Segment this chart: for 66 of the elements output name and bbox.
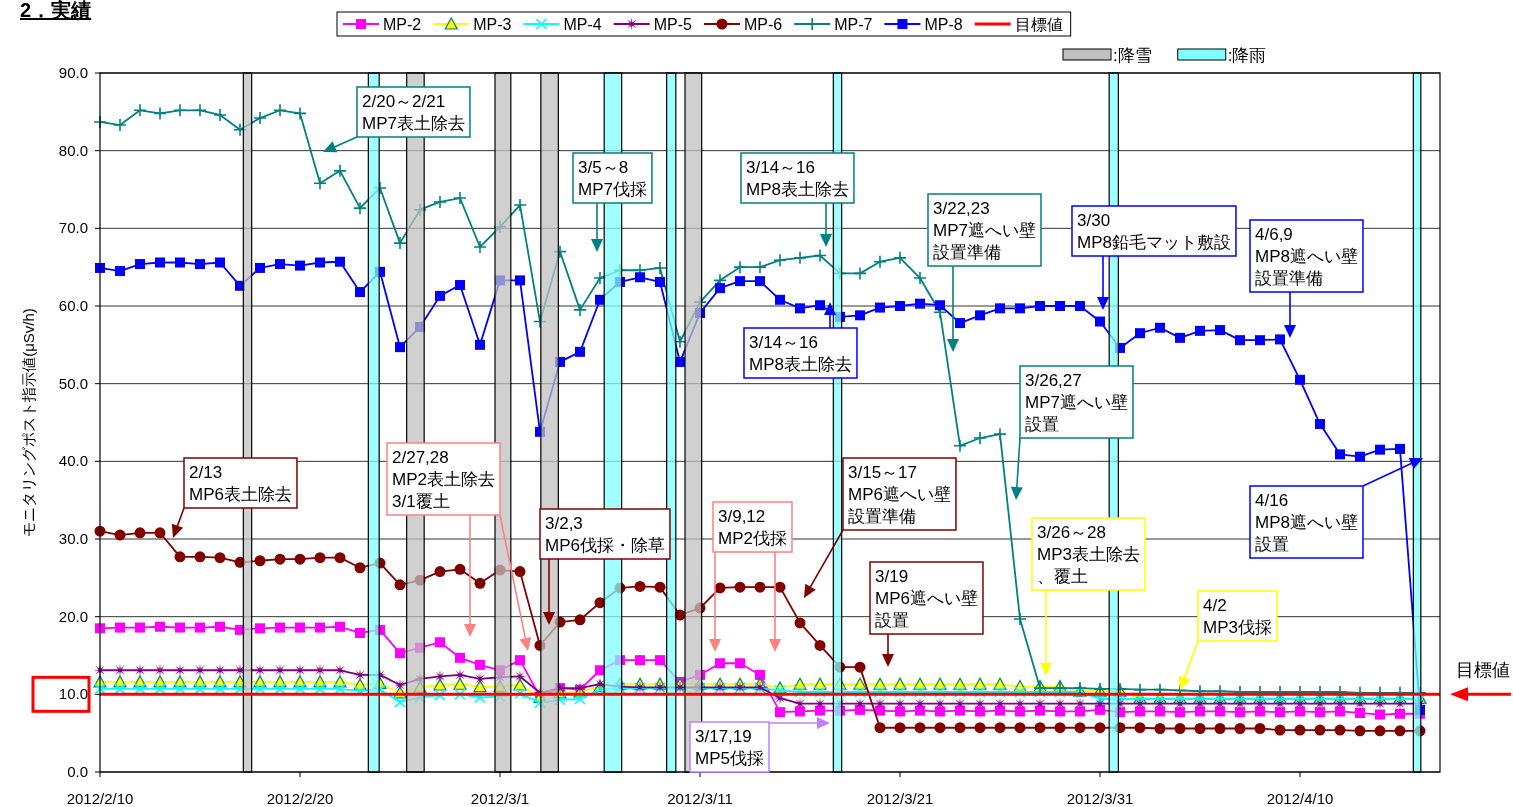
legend-label: MP-8 (924, 16, 963, 33)
text: 目標値 (1456, 660, 1510, 681)
legend-label: MP-4 (563, 16, 602, 33)
annotation: 3/26,27 MP7遮へい壁設置 (1025, 371, 1128, 434)
annotation: 3/17,19 MP5伐採 (695, 727, 764, 768)
x-tick-label: 2012/3/1 (470, 790, 530, 807)
legend-label: MP-6 (743, 16, 783, 33)
annotation: 3/9,12 MP2伐採 (718, 507, 787, 548)
y-tick-label: 80.0 (58, 141, 88, 159)
y-tick-label: 0.0 (67, 763, 88, 780)
annotation: 3/2,3 MP6伐採・除草 (545, 514, 665, 555)
y-tick-label: 50.0 (58, 374, 88, 392)
legend-label: MP-5 (653, 16, 693, 33)
legend-label: MP-2 (383, 16, 422, 33)
annotation: 3/17,19 MP5伐採 (689, 721, 770, 773)
y-tick-label: 30.0 (58, 530, 88, 547)
x-tick-label: 2012/4/10 (1266, 790, 1334, 807)
annotation: 3/14～16 MP8表土除去 (743, 327, 858, 379)
y-tick-label: 40.0 (58, 452, 88, 470)
legend-label: :降雨 (1227, 46, 1267, 65)
y-tick-label: 10.0 (58, 685, 88, 703)
annotation: 4/16 MP8遮へい壁設置 (1249, 485, 1364, 559)
annotation: 2/20～2/21 MP7表土除去 (362, 92, 465, 133)
y-tick-label: 70.0 (58, 219, 88, 237)
annotation: 3/30 MP8鉛毛マット敷設 (1077, 211, 1231, 252)
annotation: 2/27,28 MP2表土除去 3/1覆土 (392, 448, 495, 511)
x-tick-label: 2012/2/20 (266, 790, 334, 807)
y-tick-label: 60.0 (58, 297, 88, 314)
legend-label: MP-3 (473, 16, 512, 33)
annotation: 3/30 MP8鉛毛マット敷設 (1071, 205, 1237, 257)
x-tick-label: 2012/3/21 (866, 790, 934, 807)
x-tick-label: 2012/3/31 (1066, 790, 1134, 807)
legend-label: :降雪 (1113, 46, 1152, 65)
annotation: 3/2,3 MP6伐採・除草 (539, 508, 671, 560)
y-axis-title: モニタリングポスト指示値(μSv/h) (20, 308, 37, 537)
annotation: 4/6,9 MP8遮へい壁設置準備 (1249, 219, 1364, 293)
annotation: 3/22,23 MP7遮へい壁設置準備 (927, 193, 1042, 267)
annotation: 3/14～16 MP8表土除去 (749, 333, 852, 374)
y-tick-label: 90.0 (58, 64, 88, 81)
annotation: 3/9,12 MP2伐採 (712, 501, 793, 553)
annotation: 4/2 MP3伐採 (1197, 590, 1278, 642)
annotation: 2/27,28 MP2表土除去 3/1覆土 (386, 442, 501, 516)
x-tick-label: 2012/3/11 (667, 790, 733, 807)
annotation: 3/22,23 MP7遮へい壁設置準備 (933, 199, 1036, 262)
annotation: 3/19 MP6遮へい壁設置 (875, 567, 978, 630)
annotation: 4/2 MP3伐採 (1203, 596, 1272, 637)
legend-label: MP-7 (834, 16, 873, 33)
annotation: 2/13 MP6表土除去 (189, 463, 292, 504)
annotation: 3/14～16 MP8表土除去 (746, 158, 849, 199)
annotation: 3/26～28 MP3表土除去、覆土 (1037, 523, 1140, 586)
annotation: 2/20～2/21 MP7表土除去 (356, 86, 471, 138)
chart-title: 2．実績 (20, 0, 92, 21)
annotation: 3/5～8 MP7伐採 (578, 158, 647, 199)
annotation: 4/16 MP8遮へい壁設置 (1255, 491, 1358, 554)
annotation: 3/15～17 MP6遮へい壁設置準備 (848, 463, 951, 526)
annotation: 3/26,27 MP7遮へい壁設置 (1019, 365, 1134, 439)
annotation: 3/5～8 MP7伐採 (572, 152, 653, 204)
annotation: 3/14～16 MP8表土除去 (740, 152, 855, 204)
annotation: 3/26～28 MP3表土除去、覆土 (1031, 517, 1146, 591)
annotation: 3/15～17 MP6遮へい壁設置準備 (842, 457, 957, 531)
annotation: 4/6,9 MP8遮へい壁設置準備 (1255, 225, 1358, 288)
annotation: 3/19 MP6遮へい壁設置 (869, 561, 984, 635)
x-tick-label: 2012/2/10 (66, 790, 134, 807)
y-tick-label: 20.0 (58, 607, 88, 625)
legend-label: 目標値 (1014, 16, 1063, 33)
annotation: 2/13 MP6表土除去 (183, 457, 298, 509)
